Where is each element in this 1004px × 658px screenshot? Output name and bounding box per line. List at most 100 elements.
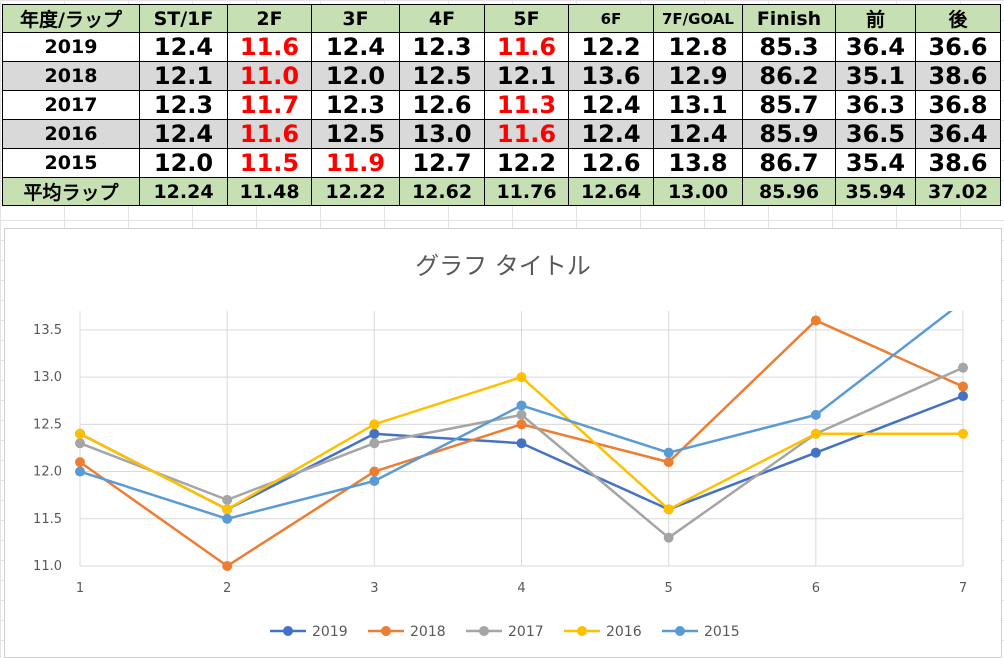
data-point-2015[interactable]	[369, 476, 380, 486]
table-cell: 85.9	[742, 119, 836, 149]
data-point-2017[interactable]	[958, 362, 968, 373]
series-2016[interactable]	[75, 372, 968, 515]
data-point-2016[interactable]	[75, 428, 85, 439]
data-point-2019[interactable]	[958, 391, 968, 401]
data-point-2017[interactable]	[222, 494, 233, 505]
series-2015[interactable]	[75, 297, 968, 524]
data-point-2018[interactable]	[75, 457, 85, 468]
table-cell: 12.4	[568, 119, 654, 149]
table-cell: 12.3	[139, 90, 228, 120]
table-cell: 12.3	[399, 32, 485, 62]
table-row: 2018 12.1 11.0 12.0 12.5 12.1 13.6 12.9 86.2 35.1…	[2, 61, 1001, 91]
legend-swatch-marker	[479, 626, 489, 636]
data-point-2018[interactable]	[958, 381, 968, 392]
table-cell: 12.4	[653, 119, 743, 149]
row-year-cell: 2017	[2, 90, 140, 120]
average-cell: 11.76	[484, 177, 569, 206]
table-cell: 13.1	[653, 90, 743, 120]
series-2018[interactable]	[75, 315, 968, 571]
column-header-4: 4F	[399, 4, 485, 33]
table-cell: 85.7	[742, 90, 836, 120]
legend-item-2016[interactable]: 2016	[564, 624, 642, 640]
data-point-2017[interactable]	[75, 438, 85, 449]
data-point-2019[interactable]	[516, 438, 527, 449]
table-row: 2019 12.4 11.6 12.4 12.3 11.6 12.2 12.8 85.3 36.4…	[2, 32, 1001, 62]
lap-table: 年度/ラップ ST/1F 2F 3F 4F 5F 6F 7F/GOAL Finish 前後 201…	[2, 4, 1001, 206]
table-cell: 11.9	[311, 148, 400, 178]
chart-canvas: グラフ タイトル 11.0 11.5 12.0 12.5 13.0 13.5 1 2 3 4 5 6 7…	[33, 252, 968, 640]
legend-item-2017[interactable]: 2017	[466, 624, 544, 640]
table-cell: 36.4	[915, 119, 1001, 149]
data-point-2015[interactable]	[75, 466, 85, 477]
data-point-2018[interactable]	[663, 457, 674, 468]
table-cell: 12.1	[139, 61, 228, 91]
table-cell: 12.7	[399, 148, 485, 178]
legend-label: 2019	[312, 624, 348, 640]
legend-item-2015[interactable]: 2015	[662, 624, 740, 640]
data-point-2016[interactable]	[516, 372, 527, 383]
data-point-2016[interactable]	[369, 419, 380, 430]
column-header-2: 2F	[227, 4, 312, 33]
table-cell: 85.3	[742, 32, 836, 62]
table-cell: 38.6	[915, 61, 1001, 91]
y-tick-label: 11.0	[33, 559, 62, 574]
column-header-5: 5F	[484, 4, 569, 33]
line-chart[interactable]: グラフ タイトル 11.0 11.5 12.0 12.5 13.0 13.5 1 2 3 4 5 6 7…	[4, 228, 1002, 658]
column-header-8: Finish	[742, 4, 836, 33]
table-cell: 36.5	[835, 119, 916, 149]
data-point-2017[interactable]	[369, 438, 380, 449]
y-tick-label: 12.5	[33, 417, 62, 432]
data-point-2016[interactable]	[663, 504, 674, 515]
average-cell: 12.62	[399, 177, 485, 206]
average-cell: 37.02	[915, 177, 1001, 206]
table-cell: 12.8	[653, 32, 743, 62]
data-point-2019[interactable]	[369, 428, 380, 439]
table-row: 2016 12.4 11.6 12.5 13.0 11.6 12.4 12.4 85.9 36.5…	[2, 119, 1001, 149]
column-header-1: ST/1F	[139, 4, 228, 33]
y-tick-label: 13.5	[33, 323, 62, 338]
table-cell: 11.5	[227, 148, 312, 178]
column-header-10: 後	[915, 4, 1001, 33]
column-header-0: 年度/ラップ	[2, 4, 140, 33]
data-point-2015[interactable]	[958, 297, 968, 307]
data-point-2015[interactable]	[663, 447, 674, 458]
table-cell: 11.6	[484, 119, 569, 149]
table-row: 2017 12.3 11.7 12.3 12.6 11.3 12.4 13.1 85.7 36.3…	[2, 90, 1001, 120]
data-point-2015[interactable]	[222, 513, 233, 524]
data-point-2017[interactable]	[663, 532, 674, 543]
data-point-2015[interactable]	[516, 400, 527, 411]
data-point-2015[interactable]	[810, 409, 821, 420]
x-tick-label: 7	[959, 581, 967, 596]
column-header-6: 6F	[568, 4, 654, 33]
y-tick-label: 12.0	[33, 465, 62, 480]
data-point-2016[interactable]	[810, 428, 821, 439]
data-point-2017[interactable]	[516, 409, 527, 420]
data-point-2019[interactable]	[810, 447, 821, 458]
average-cell: 12.22	[311, 177, 400, 206]
table-cell: 36.3	[835, 90, 916, 120]
row-year-cell: 2016	[2, 119, 140, 149]
x-tick-label: 2	[223, 581, 231, 596]
legend-label: 2015	[704, 624, 740, 640]
table-cell: 13.8	[653, 148, 743, 178]
average-cell: 11.48	[227, 177, 312, 206]
data-point-2016[interactable]	[958, 428, 968, 439]
legend-item-2019[interactable]: 2019	[270, 624, 348, 640]
table-cell: 36.4	[835, 32, 916, 62]
table-cell: 36.8	[915, 90, 1001, 120]
legend-item-2018[interactable]: 2018	[368, 624, 446, 640]
table-cell: 12.5	[399, 61, 485, 91]
data-point-2018[interactable]	[222, 561, 233, 571]
average-cell: 12.64	[568, 177, 654, 206]
table-cell: 13.6	[568, 61, 654, 91]
data-point-2018[interactable]	[369, 466, 380, 477]
data-point-2018[interactable]	[516, 419, 527, 430]
legend-swatch-marker	[381, 626, 391, 636]
table-cell: 12.4	[311, 32, 400, 62]
table-cell: 38.6	[915, 148, 1001, 178]
x-tick-label: 3	[370, 581, 378, 596]
table-header-row: 年度/ラップ ST/1F 2F 3F 4F 5F 6F 7F/GOAL Finish 前後	[2, 4, 1001, 33]
legend-swatch-marker	[675, 626, 685, 636]
data-point-2016[interactable]	[222, 504, 233, 515]
data-point-2018[interactable]	[810, 315, 821, 326]
